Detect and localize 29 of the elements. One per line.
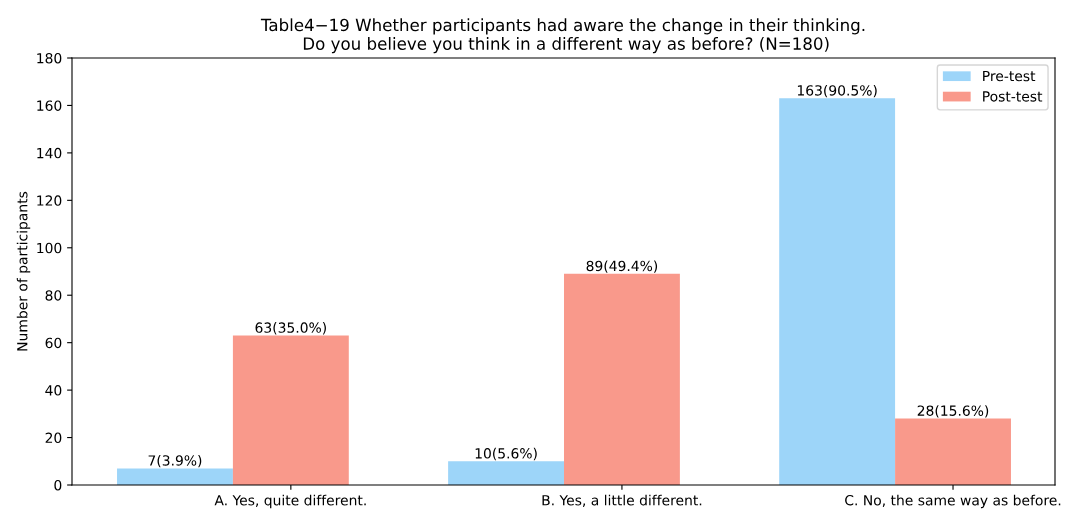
- y-tick-label: 120: [37, 195, 62, 206]
- bar: [895, 418, 1011, 485]
- data-label: 63(35.0%): [255, 322, 326, 335]
- y-tick-label: 180: [37, 52, 62, 64]
- data-label: 163(90.5%): [797, 84, 877, 98]
- chart-title: Table4−19 Whether participants had aware the change in their thinking. Do you believe you think in a different way as before? (N=180): [260, 18, 865, 54]
- y-tick-label: 160: [37, 100, 62, 111]
- data-label: 10(5.6%): [475, 447, 537, 461]
- y-axis-title: Number of participants: [16, 191, 31, 351]
- x-tick-label: C. No, the same way as before.: [845, 494, 1061, 509]
- y-tick-label: 20: [45, 432, 62, 444]
- y-tick-label: 0: [54, 479, 62, 491]
- y-tick-label: 40: [45, 385, 62, 396]
- x-tick-label: A. Yes, quite different.: [214, 494, 366, 509]
- data-label: 28(15.6%): [917, 405, 989, 418]
- y-tick-label: 60: [45, 337, 62, 349]
- legend-label: Pre-test: [983, 70, 1036, 82]
- bar: [117, 468, 233, 485]
- legend-label: Post-test: [983, 91, 1043, 102]
- y-tick-label: 80: [45, 290, 62, 301]
- bar: [448, 461, 564, 485]
- bar: [232, 335, 349, 485]
- y-tick-label: 140: [37, 147, 62, 159]
- y-tick-label: 100: [37, 242, 62, 254]
- bar: [564, 273, 680, 485]
- data-label: 89(49.4%): [586, 260, 658, 273]
- data-label: 7(3.9%): [148, 454, 202, 468]
- bar: [779, 98, 896, 485]
- x-tick-label: B. Yes, a little different.: [542, 494, 702, 507]
